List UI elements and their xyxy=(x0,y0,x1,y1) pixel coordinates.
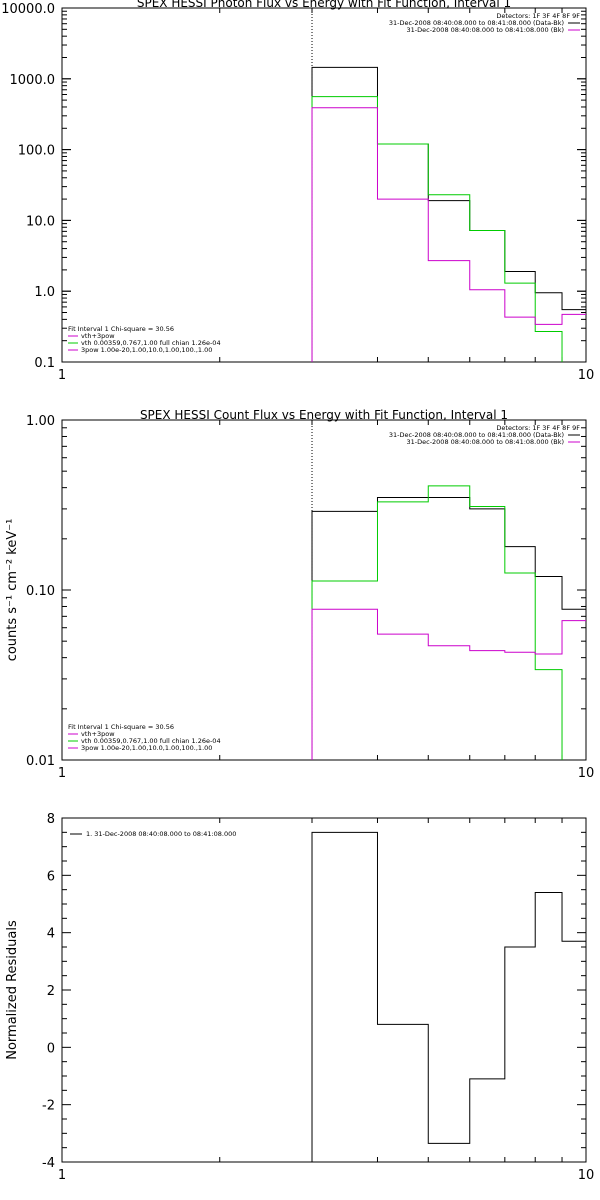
y-tick-label: 100.0 xyxy=(18,144,55,159)
x-tick-label: 10 xyxy=(578,766,595,781)
y-tick-label: 1.00 xyxy=(26,414,55,429)
chart-title: SPEX HESSI Count Flux vs Energy with Fit… xyxy=(140,408,508,422)
legend-right-entry: 31-Dec-2008 08:40:08.000 to 08:41:08.000… xyxy=(407,438,565,446)
series-line-2 xyxy=(311,485,563,760)
chart-title: SPEX HESSI Photon Flux vs Energy with Fi… xyxy=(137,0,511,10)
y-tick-label: 10.0 xyxy=(26,214,55,229)
series-line-2 xyxy=(311,96,563,362)
series-line-1 xyxy=(311,497,586,760)
y-tick-label: 4 xyxy=(47,927,55,942)
y-axis-label: Normalized Residuals xyxy=(5,920,20,1060)
legend-right-entry: 31-Dec-2008 08:40:08.000 to 08:41:08.000… xyxy=(407,26,565,34)
legend-right-entry: 31-Dec-2008 08:40:08.000 to 08:41:08.000… xyxy=(389,19,564,27)
legend-right-entry: Detectors: 1F 3F 4F 8F 9F xyxy=(496,424,580,432)
legend-left-entry: 3pow 1.00e-20,1.00,10.0,1.00,100.,1.00 xyxy=(81,744,212,752)
series-line-1 xyxy=(311,66,586,362)
x-tick-label: 1 xyxy=(58,368,66,383)
legend-left-entry: 3pow 1.00e-20,1.00,10.0,1.00,100.,1.00 xyxy=(81,346,212,354)
y-tick-label: 0.01 xyxy=(26,754,55,769)
y-tick-label: 10000.0 xyxy=(1,2,55,17)
x-tick-label: 1 xyxy=(58,1168,66,1183)
y-tick-label: 0 xyxy=(47,1041,55,1056)
legend-left-entry: vth+3pow xyxy=(81,730,115,738)
legend-right-entry: Detectors: 1F 3F 4F 8F 9F xyxy=(496,12,580,20)
y-tick-label: 8 xyxy=(47,812,55,827)
chart-panel-3: 1 10 8 6 4 2 0 -2 -4 Normalized Residuals 1. 31-De… xyxy=(5,812,594,1183)
x-tick-label: 10 xyxy=(578,1168,595,1183)
y-tick-label: 0.1 xyxy=(34,356,55,371)
series-line-1 xyxy=(311,831,586,1162)
y-tick-label: -4 xyxy=(42,1156,55,1171)
legend-left-entry: vth 0.00359,0.767,1.00 full chian 1.26e-… xyxy=(81,737,221,745)
y-axis-label: counts s⁻¹ cm⁻² keV⁻¹ xyxy=(5,519,20,662)
legend-left-entry: vth+3pow xyxy=(81,332,115,340)
legend-left-entry: Fit Interval 1 Chi-square = 30.56 xyxy=(68,723,174,731)
y-tick-label: 1000.0 xyxy=(10,73,56,88)
x-tick-label: 1 xyxy=(58,766,66,781)
chart-panel-2: SPEX HESSI Count Flux vs Energy with Fit… xyxy=(5,408,595,781)
legend-top-entry: 1. 31-Dec-2008 08:40:08.000 to 08:41:08.… xyxy=(86,830,236,838)
plot-frame xyxy=(61,7,587,363)
y-tick-label: 0.10 xyxy=(26,584,55,599)
series-line-3 xyxy=(311,107,586,362)
y-tick-label: 1.0 xyxy=(34,285,55,300)
series-line-3 xyxy=(311,608,586,760)
chart-panel-1: SPEX HESSI Photon Flux vs Energy with Fi… xyxy=(1,0,595,383)
x-tick-label: 10 xyxy=(578,368,595,383)
y-tick-label: 2 xyxy=(47,984,55,999)
plot-frame xyxy=(61,817,587,1163)
legend-left-entry: vth 0.00359,0.767,1.00 full chian 1.26e-… xyxy=(81,339,221,347)
plot-frame xyxy=(61,419,587,761)
legend-left-entry: Fit Interval 1 Chi-square = 30.56 xyxy=(68,325,174,333)
y-tick-label: -2 xyxy=(42,1099,55,1114)
y-tick-label: 6 xyxy=(47,869,55,884)
legend-right-entry: 31-Dec-2008 08:40:08.000 to 08:41:08.000… xyxy=(389,431,564,439)
